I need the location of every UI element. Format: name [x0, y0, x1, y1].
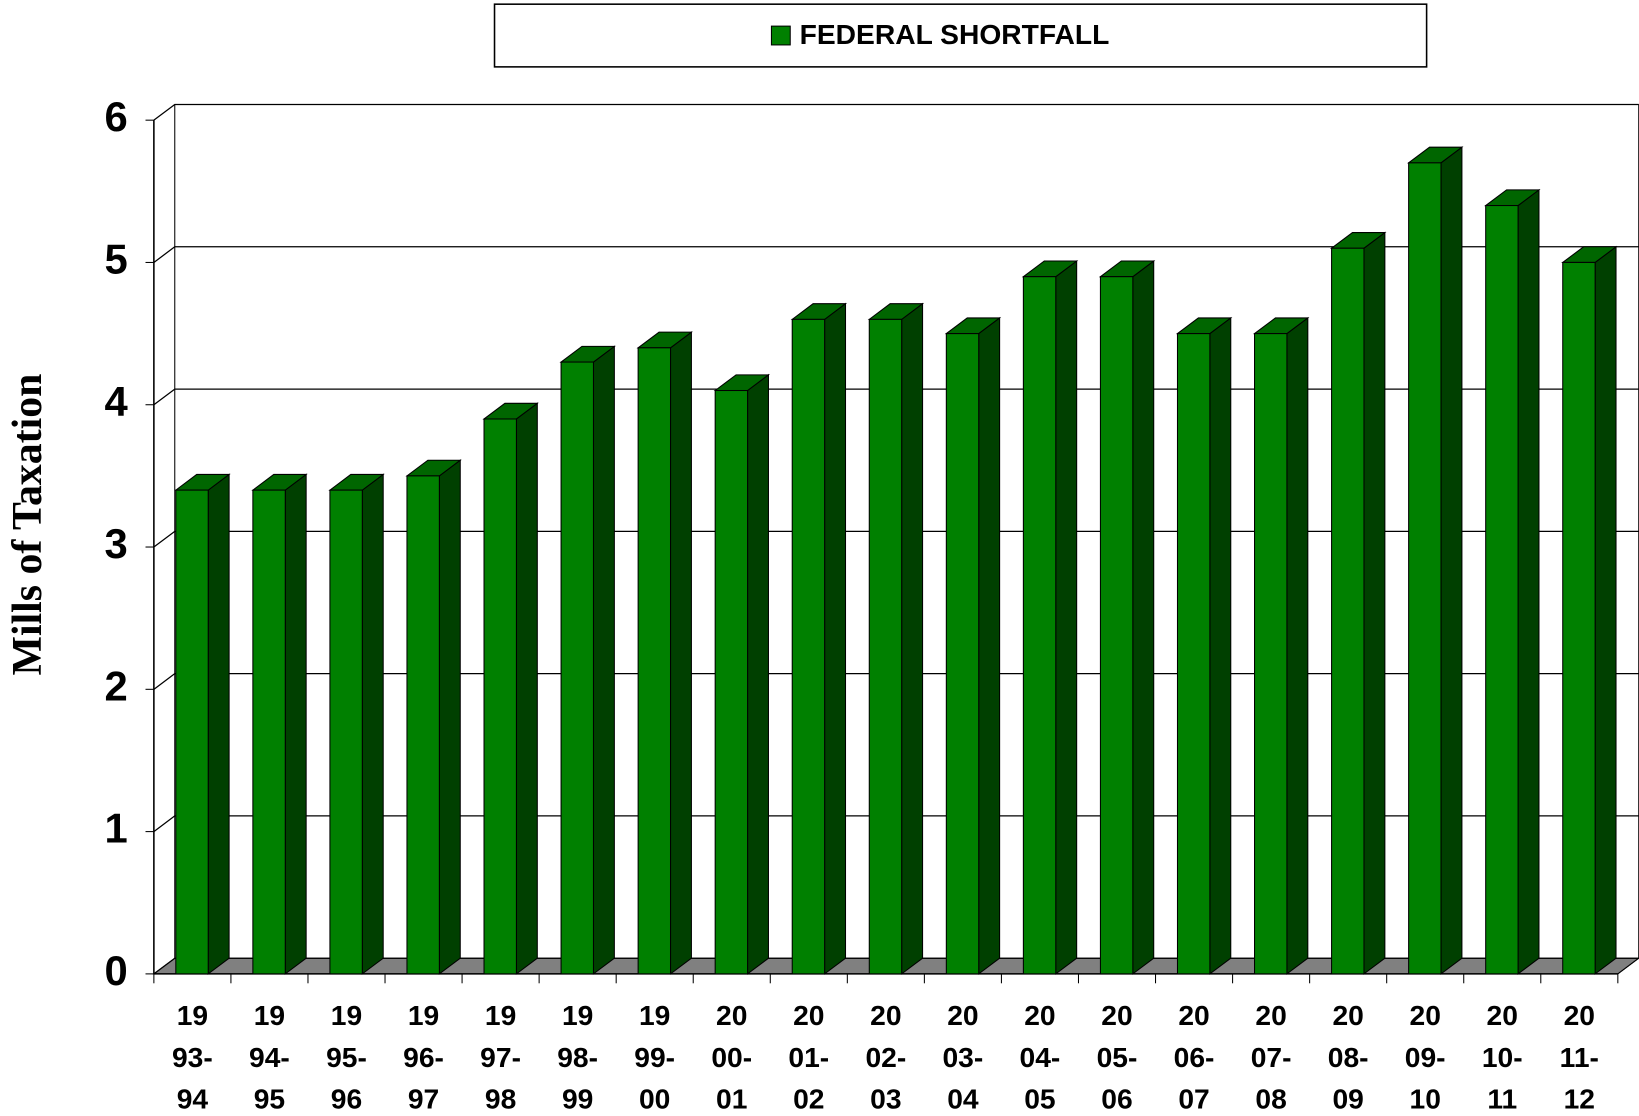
bar-side	[747, 373, 769, 975]
bar-side	[1055, 259, 1078, 975]
bar-side	[438, 459, 461, 975]
bar	[791, 318, 826, 975]
bar-side	[361, 473, 384, 975]
x-tick-label: 19 94- 95	[249, 1000, 290, 1115]
x-tick-label: 20 11- 12	[1559, 1000, 1599, 1115]
x-tick-label-box: 20 05- 06	[1096, 1000, 1138, 1115]
x-tick-label-box: 20 00- 01	[711, 1000, 753, 1115]
bar	[945, 333, 980, 975]
bar-side	[592, 345, 615, 975]
bar	[406, 475, 440, 975]
bar-side	[1132, 259, 1155, 975]
x-tick-label: 20 01- 02	[788, 1000, 830, 1115]
x-tick-label-box: 20 02- 03	[865, 1000, 907, 1115]
bar-side	[1363, 231, 1386, 975]
legend-swatch	[770, 25, 791, 46]
x-tick-label-box: 20 11- 12	[1559, 1000, 1599, 1115]
x-tick-label-box: 20 01- 02	[788, 1000, 830, 1115]
bar	[714, 389, 749, 975]
bar	[868, 318, 903, 975]
y-tick-label: 4	[104, 378, 128, 425]
bar-side	[901, 302, 924, 975]
bar-side	[1286, 316, 1309, 975]
bar-side	[824, 302, 847, 975]
x-tick-label: 20 00- 01	[711, 1000, 753, 1115]
x-tick-label-box: 20 04- 05	[1019, 1000, 1061, 1115]
x-tick-label: 19 98- 99	[557, 1000, 599, 1115]
bar	[637, 347, 672, 975]
x-tick-label: 19 96- 97	[403, 1000, 444, 1115]
x-tick-label-box: 20 03- 04	[942, 1000, 984, 1115]
legend-label: FEDERAL SHORTFALL	[800, 18, 1110, 50]
bar	[1331, 247, 1365, 975]
bar	[1408, 162, 1442, 975]
x-tick-label-box: 20 07- 08	[1250, 1000, 1292, 1115]
x-tick-label: 20 04- 05	[1019, 1000, 1061, 1115]
bar	[1254, 333, 1288, 975]
bar	[1562, 261, 1596, 975]
bar	[1485, 205, 1519, 975]
x-tick-label: 19 99- 00	[634, 1000, 676, 1115]
x-tick-label-box: 20 10- 11	[1481, 1000, 1523, 1115]
y-tick-label: 0	[104, 947, 127, 994]
bar-side	[515, 402, 538, 975]
x-tick-label: 19 95- 96	[326, 1000, 367, 1115]
bar-side	[1209, 316, 1232, 975]
y-tick-label: 1	[104, 805, 127, 852]
bar-side	[978, 316, 1001, 975]
y-tick-label: 6	[104, 93, 127, 140]
x-tick-label: 19 97- 98	[480, 1000, 521, 1115]
legend	[493, 3, 1428, 68]
x-tick-label: 19 93- 94	[171, 1000, 213, 1115]
x-tick-label: 20 07- 08	[1250, 1000, 1292, 1115]
bar	[175, 489, 209, 975]
x-tick-label-box: 19 94- 95	[249, 1000, 290, 1115]
x-tick-label-box: 19 98- 99	[557, 1000, 599, 1115]
x-tick-label: 20 06- 07	[1173, 1000, 1215, 1115]
y-tick-label: 5	[104, 236, 127, 283]
x-tick-label-box: 20 06- 07	[1173, 1000, 1215, 1115]
bar	[483, 418, 517, 975]
bar-side	[1517, 188, 1540, 975]
x-tick-label: 20 09- 10	[1404, 1000, 1446, 1115]
x-tick-label-box: 19 99- 00	[634, 1000, 676, 1115]
x-axis-edge	[1617, 957, 1639, 975]
x-tick-label-box: 19 96- 97	[403, 1000, 444, 1115]
bar-side	[207, 473, 230, 975]
bar-side	[1440, 146, 1463, 975]
x-tick-label: 20 08- 09	[1327, 1000, 1369, 1115]
bar	[252, 489, 286, 975]
x-tick-label: 20 05- 06	[1096, 1000, 1138, 1115]
x-tick-label-box: 19 95- 96	[326, 1000, 367, 1115]
x-tick-label: 20 10- 11	[1481, 1000, 1523, 1115]
bar	[329, 489, 363, 975]
bar	[1176, 333, 1211, 975]
bar-side	[284, 473, 307, 975]
y-tick-label: 3	[104, 520, 127, 567]
bar-side	[1594, 245, 1617, 975]
x-tick-label-box: 20 09- 10	[1404, 1000, 1446, 1115]
bar	[1099, 276, 1134, 975]
x-tick-label: 20 02- 03	[865, 1000, 907, 1115]
y-tick-label: 2	[104, 662, 127, 709]
grid-line	[153, 246, 1639, 263]
y-axis-label: Mills of Taxation	[5, 374, 51, 676]
bar-side	[669, 331, 692, 975]
grid-line	[153, 103, 1639, 121]
bar	[560, 361, 594, 975]
x-tick-label-box: 20 08- 09	[1327, 1000, 1369, 1115]
x-tick-label: 20 03- 04	[942, 1000, 984, 1115]
x-tick-label-box: 19 97- 98	[480, 1000, 521, 1115]
bar	[1022, 276, 1057, 975]
x-tick-label-box: 19 93- 94	[171, 1000, 213, 1115]
